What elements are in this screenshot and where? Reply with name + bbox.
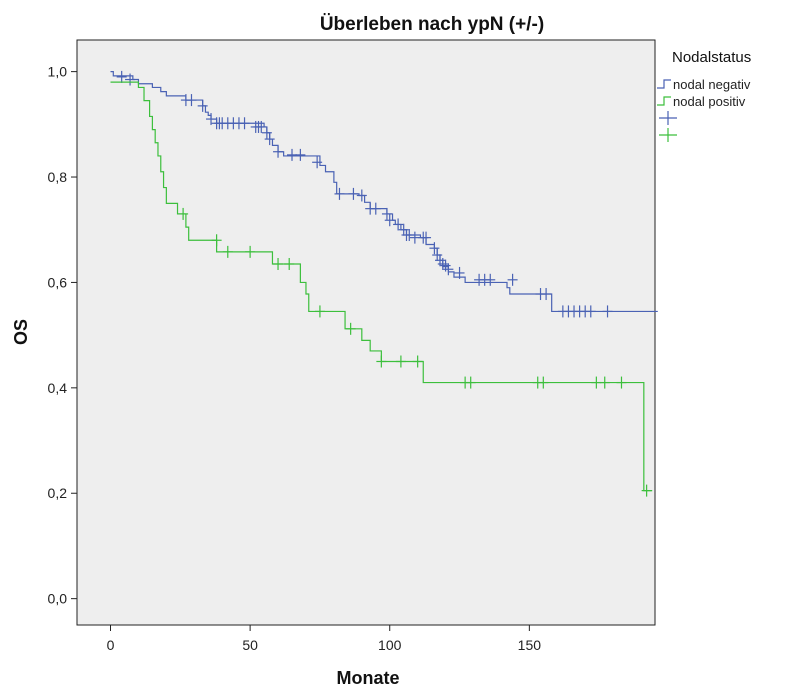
x-tick-label: 50 (242, 637, 258, 653)
censor-mark-nodal-negativ (541, 288, 552, 301)
legend-line-swatch (657, 79, 671, 89)
censor-mark-nodal-negativ (312, 156, 323, 169)
censor-mark-nodal-negativ (454, 266, 465, 279)
legend-censor-swatch (659, 128, 677, 142)
censor-mark-nodal-positiv (211, 234, 222, 247)
x-tick-label: 150 (518, 637, 542, 653)
legend-label: nodal negativ (673, 77, 751, 92)
censor-mark-nodal-negativ (381, 207, 392, 220)
censor-mark-nodal-negativ (261, 126, 272, 139)
x-tick-label: 100 (378, 637, 402, 653)
censor-mark-nodal-negativ (273, 145, 284, 158)
censor-mark-nodal-positiv (591, 376, 602, 389)
censor-mark-nodal-negativ (421, 231, 432, 244)
censor-mark-nodal-positiv (641, 484, 652, 497)
censor-mark-nodal-negativ (116, 70, 127, 83)
legend-entry (659, 128, 677, 142)
legend-line-swatch (657, 96, 671, 106)
censor-mark-nodal-positiv (245, 245, 256, 258)
legend-label: nodal positiv (673, 94, 746, 109)
censor-mark-nodal-negativ (197, 99, 208, 112)
censor-mark-nodal-negativ (370, 202, 381, 215)
censor-mark-nodal-negativ (239, 117, 250, 130)
censor-mark-nodal-negativ (585, 305, 596, 318)
legend-entry (659, 111, 677, 125)
y-tick-label: 0,8 (48, 169, 68, 185)
censor-mark-nodal-negativ (264, 133, 275, 146)
censor-mark-nodal-negativ (295, 148, 306, 161)
censor-mark-nodal-positiv (395, 355, 406, 368)
censor-mark-nodal-positiv (178, 207, 189, 220)
x-axis-title: Monate (337, 668, 400, 688)
censor-mark-nodal-positiv (345, 322, 356, 335)
censor-mark-nodal-positiv (376, 355, 387, 368)
chart-title: Überleben nach ypN (+/-) (320, 14, 544, 35)
censor-mark-nodal-positiv (465, 376, 476, 389)
censor-mark-nodal-positiv (273, 257, 284, 270)
y-axis-title: OS (11, 319, 31, 345)
y-axis: 0,0 0,2 0,4 0,6 0,8 1,0 (48, 64, 77, 607)
censor-mark-nodal-negativ (348, 187, 359, 200)
legend-entry: nodal positiv (657, 94, 746, 109)
censor-mark-nodal-negativ (334, 187, 345, 200)
censor-mark-nodal-positiv (222, 245, 233, 258)
censor-mark-nodal-negativ (485, 273, 496, 286)
censor-mark-nodal-negativ (443, 263, 454, 276)
censor-mark-nodal-negativ (287, 148, 298, 161)
censor-mark-nodal-negativ (507, 273, 518, 286)
y-tick-label: 1,0 (48, 64, 68, 80)
censor-mark-nodal-negativ (602, 305, 613, 318)
censor-mark-nodal-positiv (284, 257, 295, 270)
censor-mark-nodal-positiv (314, 305, 325, 318)
legend: Nodalstatus nodal negativ nodal positiv (657, 49, 751, 142)
censor-mark-nodal-negativ (256, 120, 267, 133)
censor-mark-nodal-positiv (538, 376, 549, 389)
y-tick-label: 0,4 (48, 380, 68, 396)
censor-mark-nodal-negativ (186, 94, 197, 107)
legend-censor-swatch (659, 111, 677, 125)
y-tick-label: 0,6 (48, 274, 68, 290)
series-line-nodal-positiv (110, 81, 653, 492)
x-tick-label: 0 (107, 637, 115, 653)
censor-mark-nodal-positiv (616, 376, 627, 389)
censor-mark-nodal-negativ (356, 189, 367, 202)
censor-mark-nodal-negativ (125, 73, 136, 86)
censor-mark-nodal-negativ (404, 229, 415, 241)
censor-mark-nodal-negativ (393, 218, 404, 231)
censor-mark-nodal-positiv (412, 355, 423, 368)
censor-mark-nodal-negativ (429, 242, 440, 255)
y-tick-label: 0,2 (48, 485, 68, 501)
y-tick-label: 0,0 (48, 591, 68, 607)
censor-mark-nodal-negativ (384, 214, 395, 227)
censor-mark-nodal-negativ (206, 113, 217, 126)
x-axis: 0 50 100 150 (107, 625, 542, 653)
censor-mark-nodal-positiv (599, 376, 610, 389)
legend-title: Nodalstatus (672, 49, 751, 66)
plot-area (76, 39, 656, 626)
legend-entry: nodal negativ (657, 77, 751, 92)
censor-mark-nodal-negativ (409, 231, 420, 244)
series-layer (110, 70, 658, 497)
